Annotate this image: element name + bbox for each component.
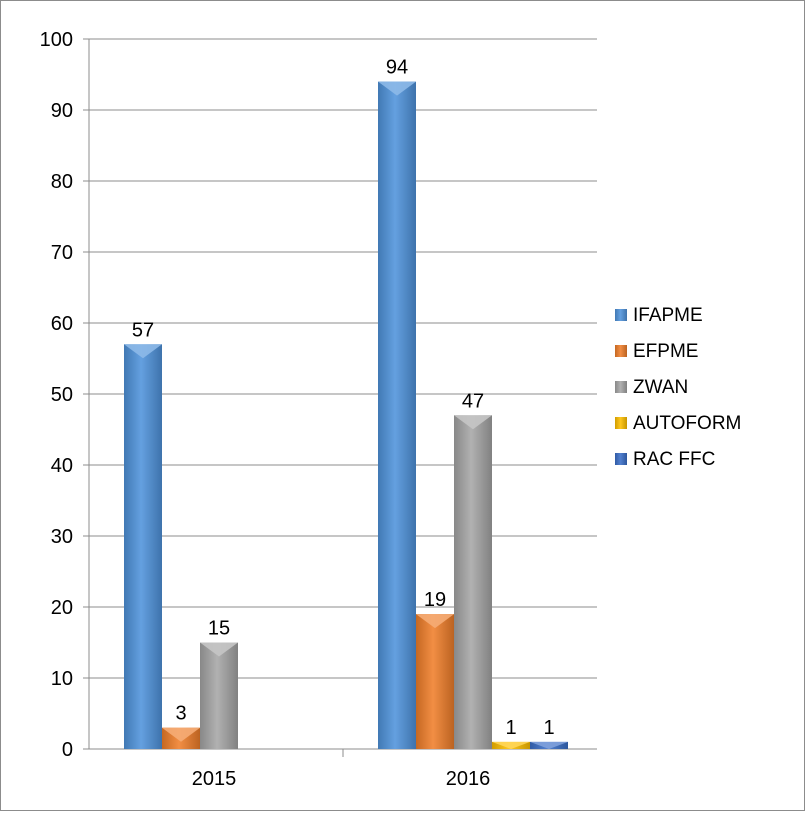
legend-label: ZWAN — [633, 377, 688, 398]
gridlines — [89, 38, 597, 679]
bar-cap — [416, 614, 454, 629]
bar-cap — [162, 727, 200, 742]
legend-label: IFAPME — [633, 305, 703, 326]
legend-label: AUTOFORM — [633, 413, 741, 434]
legend-label: RAC FFC — [633, 449, 715, 470]
bar-cap — [492, 741, 530, 749]
bar-ifapme-2016 — [378, 81, 416, 750]
data-label: 19 — [424, 589, 446, 611]
data-label: 1 — [543, 717, 554, 739]
bar-cap — [378, 81, 416, 96]
bar-zwan-2016 — [454, 415, 492, 749]
y-tick-label: 80 — [51, 171, 73, 193]
bar-zwan-2015 — [200, 642, 238, 749]
legend: IFAPME EFPME ZWAN AUTOFORM RAC FFC — [615, 305, 741, 470]
data-labels: 57 3 15 94 19 47 1 1 — [132, 57, 555, 739]
data-label: 15 — [208, 618, 230, 640]
y-tick-label: 0 — [62, 739, 73, 761]
bar-ifapme-2015 — [124, 344, 162, 749]
x-tick-label: 2016 — [446, 768, 491, 790]
bar-cap — [530, 741, 568, 749]
y-tick-label: 60 — [51, 313, 73, 335]
y-tick-label: 30 — [51, 526, 73, 548]
y-tick-label: 100 — [40, 29, 73, 51]
legend-swatch-ifapme — [615, 309, 627, 321]
y-tick-label: 90 — [51, 100, 73, 122]
y-tick-label: 70 — [51, 242, 73, 264]
data-label: 47 — [462, 390, 484, 412]
bar-efpme-2016 — [416, 614, 454, 749]
legend-swatch-zwan — [615, 381, 627, 393]
y-tick-label: 10 — [51, 668, 73, 690]
x-tick-label: 2015 — [192, 768, 237, 790]
y-tick-label: 20 — [51, 597, 73, 619]
data-label: 3 — [175, 703, 186, 725]
axes: 0 10 20 30 40 50 60 70 80 90 100 2015 2016 — [40, 29, 597, 790]
data-label: 94 — [386, 57, 408, 79]
bar-cap — [454, 415, 492, 430]
legend-swatch-efpme — [615, 345, 627, 357]
y-tick-label: 50 — [51, 384, 73, 406]
bars — [124, 81, 568, 750]
bar-cap — [200, 642, 238, 657]
data-label: 1 — [505, 717, 516, 739]
legend-label: EFPME — [633, 341, 698, 362]
legend-swatch-rac-ffc — [615, 453, 627, 465]
y-tick-label: 40 — [51, 455, 73, 477]
bar-cap — [124, 344, 162, 359]
legend-swatch-autoform — [615, 417, 627, 429]
data-label: 57 — [132, 319, 154, 341]
